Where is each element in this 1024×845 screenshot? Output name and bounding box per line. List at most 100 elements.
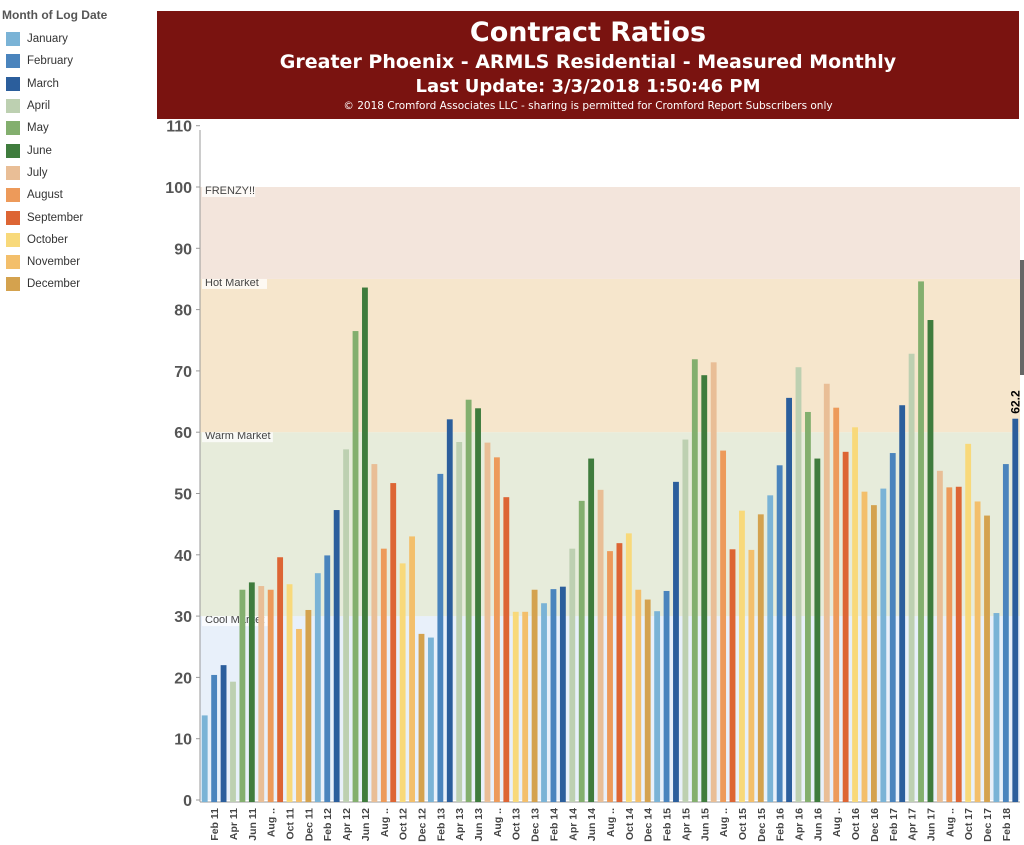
bar[interactable] bbox=[729, 549, 736, 802]
bar[interactable] bbox=[220, 665, 227, 802]
bar[interactable] bbox=[352, 331, 359, 802]
legend-item-december[interactable]: December bbox=[0, 273, 150, 295]
bar[interactable] bbox=[720, 450, 727, 802]
bar[interactable] bbox=[267, 589, 274, 802]
bar[interactable] bbox=[390, 483, 397, 802]
bar[interactable] bbox=[607, 551, 613, 802]
bar[interactable] bbox=[993, 613, 1000, 802]
bar[interactable] bbox=[333, 510, 340, 802]
scroll-handle[interactable] bbox=[1020, 260, 1024, 375]
bar[interactable] bbox=[974, 501, 981, 802]
bar[interactable] bbox=[239, 589, 246, 802]
legend-item-november[interactable]: November bbox=[0, 251, 150, 273]
bar[interactable] bbox=[899, 405, 906, 802]
bar[interactable] bbox=[541, 603, 547, 802]
bar[interactable] bbox=[456, 442, 463, 802]
bar[interactable] bbox=[437, 473, 444, 802]
bar[interactable] bbox=[550, 589, 557, 802]
legend-item-june[interactable]: June bbox=[0, 139, 150, 161]
bar[interactable] bbox=[569, 548, 576, 802]
bar[interactable] bbox=[201, 715, 208, 802]
bar[interactable] bbox=[889, 453, 896, 802]
bar[interactable] bbox=[296, 628, 302, 802]
bar[interactable] bbox=[343, 449, 350, 802]
bar[interactable] bbox=[362, 287, 368, 802]
bar[interactable] bbox=[908, 353, 915, 802]
bar[interactable] bbox=[493, 457, 500, 802]
bar[interactable] bbox=[861, 491, 868, 802]
bar[interactable] bbox=[559, 586, 566, 802]
bar[interactable] bbox=[984, 515, 990, 802]
bar[interactable] bbox=[484, 442, 491, 802]
bar[interactable] bbox=[767, 495, 774, 802]
bar[interactable] bbox=[814, 458, 821, 802]
bar[interactable] bbox=[748, 549, 755, 802]
bar[interactable] bbox=[418, 633, 425, 802]
legend-item-may[interactable]: May bbox=[0, 117, 150, 139]
legend-item-march[interactable]: March bbox=[0, 73, 150, 95]
bar[interactable] bbox=[635, 589, 642, 802]
bar[interactable] bbox=[427, 637, 434, 802]
bar[interactable] bbox=[616, 543, 623, 802]
bar[interactable] bbox=[710, 362, 717, 802]
bar[interactable] bbox=[314, 573, 321, 802]
legend-item-july[interactable]: July bbox=[0, 162, 150, 184]
bar[interactable] bbox=[578, 500, 585, 802]
bar[interactable] bbox=[465, 399, 472, 802]
bar[interactable] bbox=[654, 611, 661, 802]
bar[interactable] bbox=[512, 611, 519, 802]
bar[interactable] bbox=[522, 611, 529, 802]
bar[interactable] bbox=[776, 465, 783, 802]
bar[interactable] bbox=[286, 584, 293, 802]
bar[interactable] bbox=[597, 489, 604, 802]
bar[interactable] bbox=[663, 590, 670, 802]
bar[interactable] bbox=[409, 536, 415, 802]
bar[interactable] bbox=[399, 563, 406, 802]
bar[interactable] bbox=[701, 375, 708, 802]
bar[interactable] bbox=[739, 510, 745, 802]
bar[interactable] bbox=[946, 487, 953, 802]
bar[interactable] bbox=[786, 397, 793, 802]
bar[interactable] bbox=[852, 427, 858, 802]
bar[interactable] bbox=[955, 486, 962, 802]
bar[interactable] bbox=[446, 419, 453, 802]
bar[interactable] bbox=[842, 451, 849, 802]
bar[interactable] bbox=[870, 505, 877, 802]
bar[interactable] bbox=[880, 488, 887, 802]
bar[interactable] bbox=[588, 458, 595, 802]
bar[interactable] bbox=[531, 589, 538, 802]
bar[interactable] bbox=[503, 497, 510, 802]
bar[interactable] bbox=[805, 411, 811, 802]
bar[interactable] bbox=[258, 586, 265, 802]
bar[interactable] bbox=[965, 443, 972, 802]
legend-item-april[interactable]: April bbox=[0, 95, 150, 117]
bar[interactable] bbox=[918, 281, 924, 802]
bar[interactable] bbox=[833, 407, 840, 802]
bar[interactable] bbox=[691, 359, 698, 802]
bar[interactable] bbox=[475, 408, 481, 802]
bar[interactable] bbox=[936, 470, 943, 802]
legend-item-september[interactable]: September bbox=[0, 206, 150, 228]
bar[interactable] bbox=[211, 674, 218, 802]
legend-item-january[interactable]: January bbox=[0, 28, 150, 50]
bar[interactable] bbox=[1002, 464, 1009, 802]
bar[interactable] bbox=[1012, 418, 1019, 802]
bar[interactable] bbox=[757, 514, 764, 802]
legend-item-august[interactable]: August bbox=[0, 184, 150, 206]
bar[interactable] bbox=[371, 464, 378, 802]
bar[interactable] bbox=[625, 533, 632, 802]
bar[interactable] bbox=[644, 599, 651, 802]
bar[interactable] bbox=[682, 439, 689, 802]
bar[interactable] bbox=[380, 548, 387, 802]
bar[interactable] bbox=[795, 367, 802, 802]
bar[interactable] bbox=[248, 582, 255, 802]
bar[interactable] bbox=[305, 609, 312, 802]
bar[interactable] bbox=[324, 555, 331, 802]
bar[interactable] bbox=[277, 557, 284, 802]
legend-item-february[interactable]: February bbox=[0, 50, 150, 72]
bar[interactable] bbox=[230, 681, 236, 802]
bar[interactable] bbox=[673, 481, 679, 802]
bar[interactable] bbox=[927, 320, 934, 802]
legend-item-october[interactable]: October bbox=[0, 229, 150, 251]
bar[interactable] bbox=[823, 383, 830, 802]
